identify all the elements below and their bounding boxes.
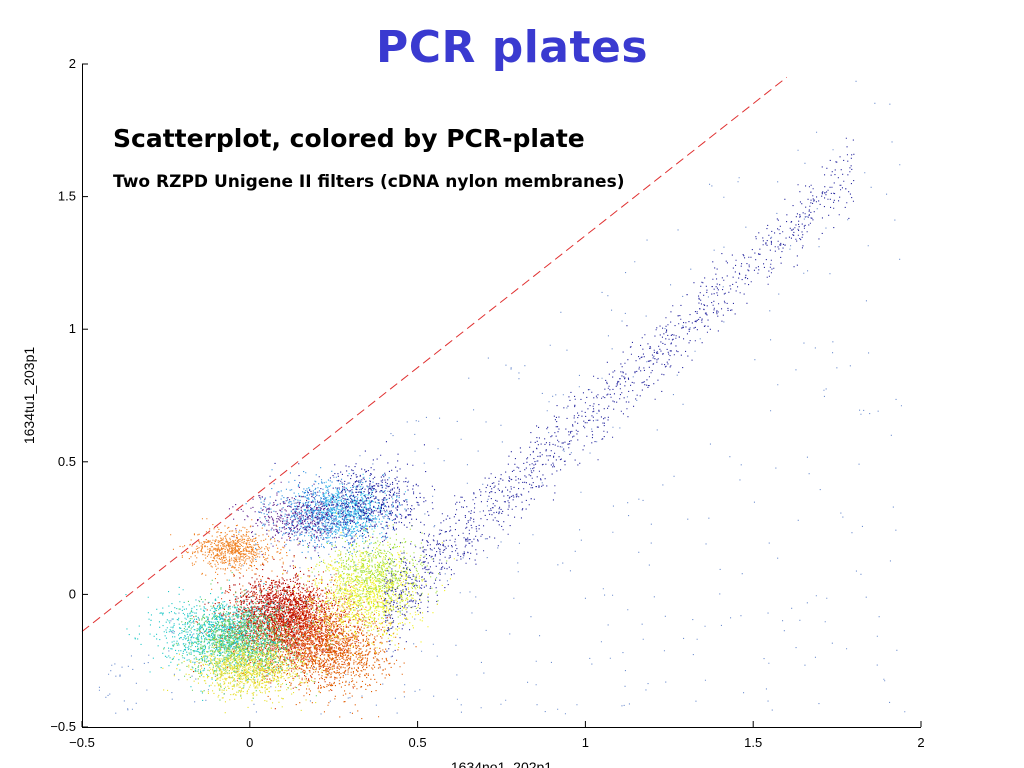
y-tick-label: 2 xyxy=(69,56,76,71)
chart-subtitle: Two RZPD Unigene II filters (cDNA nylon … xyxy=(113,172,625,192)
y-tick-label: 0 xyxy=(69,586,76,601)
chart-title: Scatterplot, colored by PCR-plate xyxy=(113,124,585,153)
axes xyxy=(81,63,922,728)
x-tick-label: 2 xyxy=(917,735,924,750)
y-tick-label: 0.5 xyxy=(58,454,76,469)
y-tick-label: 1 xyxy=(69,321,76,336)
x-tick-label: 0 xyxy=(246,735,253,750)
x-tick-label: 0.5 xyxy=(409,735,427,750)
point-series-14 xyxy=(384,137,855,657)
point-series-6 xyxy=(162,626,334,714)
x-axis-label: 1634no1_202p1 xyxy=(451,759,552,768)
y-tick-label: 1.5 xyxy=(58,189,76,204)
reference-line xyxy=(81,76,788,632)
point-series-9 xyxy=(170,518,295,593)
scatter-points xyxy=(98,80,906,720)
x-tick-label: −0.5 xyxy=(69,735,95,750)
point-series-8 xyxy=(303,524,448,632)
x-tick-label: 1.5 xyxy=(744,735,762,750)
x-tick-label: 1 xyxy=(582,735,589,750)
y-tick-label: −0.5 xyxy=(50,719,76,734)
point-series-11 xyxy=(293,473,408,546)
tick-labels: −0.5 0 0.5 1 1.5 2 −0.5 0 0.5 1 1.5 2 xyxy=(50,56,924,750)
point-series-12 xyxy=(267,441,436,561)
point-series-1 xyxy=(193,553,401,710)
point-series-2 xyxy=(236,597,417,720)
slide-title: PCR plates xyxy=(375,22,649,73)
y-axis-label: 1634tu1_203p1 xyxy=(21,347,37,445)
